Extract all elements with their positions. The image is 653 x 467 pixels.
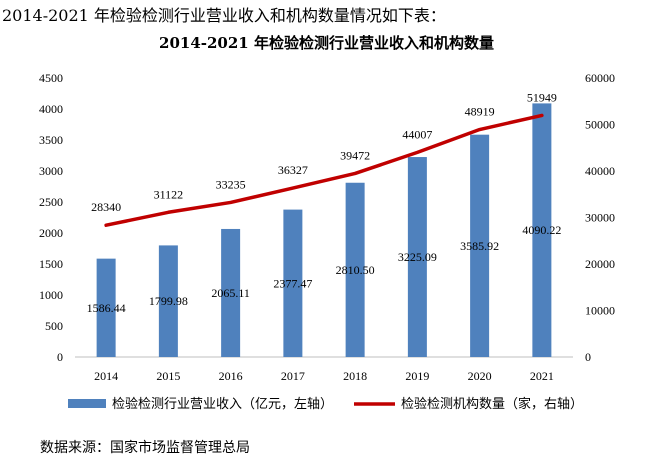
- y-right-tick-label: 60000: [585, 71, 615, 85]
- line-value-label: 51949: [527, 90, 557, 104]
- bar-value-label: 3585.92: [460, 239, 499, 253]
- y-left-tick-label: 4500: [39, 71, 63, 85]
- bar-value-label: 2377.47: [273, 276, 312, 290]
- x-tick-label: 2016: [219, 369, 243, 383]
- bar: [158, 245, 178, 357]
- line-value-label: 36327: [278, 163, 308, 177]
- intro-text: 2014-2021 年检验检测行业营业收入和机构数量情况如下表：: [2, 6, 446, 25]
- line-value-label: 48919: [465, 105, 495, 119]
- line-series: [104, 113, 544, 227]
- y-right-tick-label: 30000: [585, 211, 615, 225]
- line-point: [167, 211, 169, 213]
- line-point: [230, 201, 232, 203]
- y-right-tick-label: 20000: [585, 257, 615, 271]
- legend-bar-label: 检验检测行业营业收入（亿元，左轴）: [112, 396, 333, 412]
- line-value-label: 28340: [91, 200, 121, 214]
- bar: [345, 182, 365, 357]
- bar-value-label: 2810.50: [336, 263, 375, 277]
- legend-line-label: 检验检测机构数量（家，右轴）: [401, 396, 583, 412]
- source-note: 数据来源：国家市场监督管理总局: [40, 440, 250, 456]
- bar-value-label: 2065.11: [211, 286, 250, 300]
- y-right-tick-label: 40000: [585, 164, 615, 178]
- bar: [532, 103, 552, 357]
- line-point: [479, 129, 481, 131]
- x-tick-label: 2019: [405, 369, 429, 383]
- line-value-label: 33235: [216, 177, 246, 191]
- chart-legend: 检验检测行业营业收入（亿元，左轴） 检验检测机构数量（家，右轴）: [68, 396, 583, 412]
- bar: [470, 134, 490, 357]
- x-tick-label: 2017: [281, 369, 305, 383]
- axis-ticks: 0 500 1000 1500 2000 2500 3000 3500 4000 4500 0 100…: [39, 71, 615, 383]
- x-tick-label: 2015: [156, 369, 180, 383]
- y-left-tick-label: 0: [57, 350, 63, 364]
- y-right-tick-label: 50000: [585, 118, 615, 132]
- line-path: [104, 113, 544, 227]
- line-point: [105, 224, 107, 226]
- y-right-tick-label: 10000: [585, 304, 615, 318]
- y-left-tick-label: 4000: [39, 102, 63, 116]
- y-left-tick-label: 1500: [39, 257, 63, 271]
- bar: [96, 258, 116, 357]
- bar: [221, 228, 241, 357]
- line-point: [541, 114, 543, 116]
- bar: [407, 157, 427, 357]
- x-tick-label: 2021: [530, 369, 554, 383]
- y-right-tick-label: 0: [585, 350, 591, 364]
- bar-value-label: 1799.98: [149, 294, 188, 308]
- line-value-label: 31122: [154, 187, 184, 201]
- data-labels: 1586.44 1799.98 2065.11 2377.47 2810.50 3225.…: [87, 90, 562, 314]
- bar: [283, 209, 303, 357]
- y-left-tick-label: 2500: [39, 195, 63, 209]
- line-point: [354, 172, 356, 174]
- x-tick-label: 2020: [468, 369, 492, 383]
- y-left-tick-label: 3500: [39, 133, 63, 147]
- line-value-label: 39472: [340, 148, 370, 162]
- chart-title: 2014-2021 年检验检测行业营业收入和机构数量: [159, 34, 494, 52]
- line-value-label: 44007: [402, 127, 432, 141]
- line-point: [416, 151, 418, 153]
- x-tick-label: 2018: [343, 369, 367, 383]
- y-left-tick-label: 500: [45, 319, 63, 333]
- y-left-tick-label: 1000: [39, 288, 63, 302]
- bar-series: [96, 103, 552, 357]
- bar-value-label: 4090.22: [522, 223, 561, 237]
- legend-bar-swatch: [68, 399, 106, 408]
- y-left-tick-label: 3000: [39, 164, 63, 178]
- bar-value-label: 1586.44: [87, 301, 126, 315]
- x-tick-label: 2014: [94, 369, 118, 383]
- line-point: [292, 187, 294, 189]
- y-left-tick-label: 2000: [39, 226, 63, 240]
- bar-value-label: 3225.09: [398, 250, 437, 264]
